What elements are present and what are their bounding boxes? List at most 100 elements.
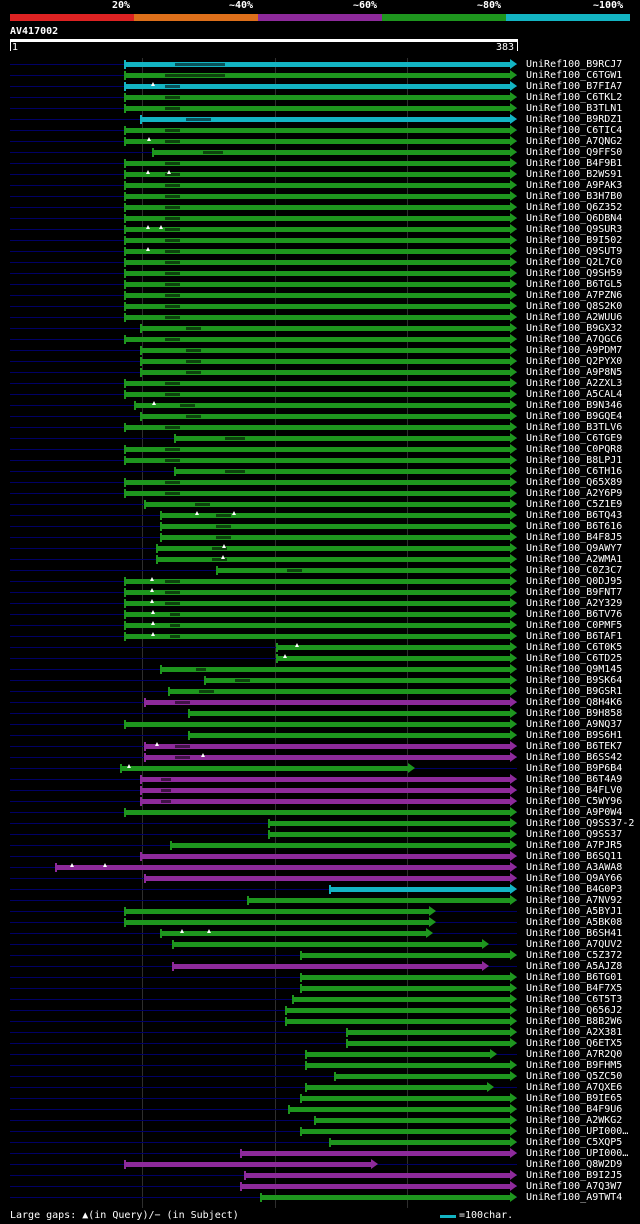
alignment-row[interactable]: UniRef100_B9FNT7: [0, 587, 640, 598]
hit-bar[interactable]: [125, 480, 511, 485]
alignment-row[interactable]: UniRef100_B9GSR1: [0, 686, 640, 697]
hit-label[interactable]: UniRef100_B3H7B0: [526, 191, 623, 202]
hit-bar[interactable]: [125, 238, 511, 243]
alignment-row[interactable]: UniRef100_C6T5T3: [0, 994, 640, 1005]
hit-bar[interactable]: [125, 282, 511, 287]
hit-bar[interactable]: [125, 249, 511, 254]
hit-label[interactable]: UniRef100_B9H858: [526, 708, 623, 719]
hit-bar[interactable]: [268, 832, 511, 837]
hit-label[interactable]: UniRef100_Q9SUT9: [526, 246, 623, 257]
hit-label[interactable]: UniRef100_Q9AY66: [526, 873, 623, 884]
alignment-row[interactable]: UniRef100_A7NV92: [0, 895, 640, 906]
hit-bar[interactable]: [300, 986, 511, 991]
hit-bar[interactable]: [300, 1096, 511, 1101]
alignment-row[interactable]: UniRef100_B9I2J5: [0, 1170, 640, 1181]
hit-bar[interactable]: [125, 216, 511, 221]
alignment-row[interactable]: UniRef100_Q8H4K6: [0, 697, 640, 708]
hit-bar[interactable]: [125, 601, 511, 606]
alignment-row[interactable]: UniRef100_A7QGC6: [0, 334, 640, 345]
alignment-row[interactable]: UniRef100_A7Q3W7: [0, 1181, 640, 1192]
alignment-row[interactable]: UniRef100_B4F9U6: [0, 1104, 640, 1115]
hit-label[interactable]: UniRef100_B7FIA7: [526, 81, 623, 92]
alignment-row[interactable]: UniRef100_A7PZN6: [0, 290, 640, 301]
hit-label[interactable]: UniRef100_Q9SS37: [526, 829, 623, 840]
hit-bar[interactable]: [286, 1008, 511, 1013]
alignment-row[interactable]: UniRef100_B9S6H1: [0, 730, 640, 741]
hit-label[interactable]: UniRef100_B8LPJ1: [526, 455, 623, 466]
hit-label[interactable]: UniRef100_B4G0P3: [526, 884, 623, 895]
hit-label[interactable]: UniRef100_C6TKL2: [526, 92, 623, 103]
alignment-row[interactable]: UniRef100_Q9AY66: [0, 873, 640, 884]
alignment-row[interactable]: UniRef100_B9GX32: [0, 323, 640, 334]
hit-bar[interactable]: [125, 491, 511, 496]
hit-bar[interactable]: [125, 128, 511, 133]
alignment-row[interactable]: UniRef100_C5XQP5: [0, 1137, 640, 1148]
alignment-row[interactable]: UniRef100_C6TKL2: [0, 92, 640, 103]
alignment-row[interactable]: UniRef100_B8B2W6: [0, 1016, 640, 1027]
hit-label[interactable]: UniRef100_B9GX32: [526, 323, 623, 334]
hit-bar[interactable]: [288, 1107, 511, 1112]
hit-label[interactable]: UniRef100_A9NQ37: [526, 719, 623, 730]
alignment-row[interactable]: UniRef100_B9SK64: [0, 675, 640, 686]
hit-label[interactable]: UniRef100_A9PAK3: [526, 180, 623, 191]
alignment-row[interactable]: UniRef100_A3AWA8: [0, 862, 640, 873]
hit-bar[interactable]: [125, 623, 511, 628]
alignment-row[interactable]: UniRef100_C6T0K5: [0, 642, 640, 653]
alignment-row[interactable]: UniRef100_Q9AWY7: [0, 543, 640, 554]
hit-bar[interactable]: [260, 1195, 511, 1200]
alignment-row[interactable]: UniRef100_B4F9B1: [0, 158, 640, 169]
alignment-row[interactable]: UniRef100_B4F7X5: [0, 983, 640, 994]
hit-bar[interactable]: [335, 1074, 511, 1079]
hit-label[interactable]: UniRef100_C6T0K5: [526, 642, 623, 653]
hit-label[interactable]: UniRef100_B9N346: [526, 400, 623, 411]
hit-bar[interactable]: [125, 106, 511, 111]
alignment-row[interactable]: UniRef100_A5AJZ8: [0, 961, 640, 972]
alignment-row[interactable]: UniRef100_B4G0P3: [0, 884, 640, 895]
hit-bar[interactable]: [315, 1118, 511, 1123]
hit-bar[interactable]: [125, 1162, 372, 1167]
hit-label[interactable]: UniRef100_B6SS42: [526, 752, 623, 763]
hit-bar[interactable]: [125, 183, 511, 188]
hit-label[interactable]: UniRef100_Q5ZC50: [526, 1071, 623, 1082]
hit-label[interactable]: UniRef100_B6TEK7: [526, 741, 623, 752]
alignment-row[interactable]: UniRef100_B2WS91: [0, 169, 640, 180]
hit-bar[interactable]: [268, 821, 511, 826]
hit-bar[interactable]: [141, 359, 511, 364]
hit-bar[interactable]: [125, 139, 511, 144]
hit-label[interactable]: UniRef100_C5Z1E9: [526, 499, 623, 510]
hit-label[interactable]: UniRef100_Q6DBN4: [526, 213, 623, 224]
hit-label[interactable]: UniRef100_B9RDZ1: [526, 114, 623, 125]
hit-bar[interactable]: [125, 73, 511, 78]
alignment-row[interactable]: UniRef100_C5Z372: [0, 950, 640, 961]
alignment-row[interactable]: UniRef100_B9IE65: [0, 1093, 640, 1104]
alignment-row[interactable]: UniRef100_C6TGW1: [0, 70, 640, 81]
hit-bar[interactable]: [205, 678, 511, 683]
hit-label[interactable]: UniRef100_B9RCJ7: [526, 59, 623, 70]
hit-label[interactable]: UniRef100_C6TIC4: [526, 125, 623, 136]
hit-label[interactable]: UniRef100_C5WY96: [526, 796, 623, 807]
hit-bar[interactable]: [300, 975, 511, 980]
hit-label[interactable]: UniRef100_A9PDM7: [526, 345, 623, 356]
hit-label[interactable]: UniRef100_Q6Z352: [526, 202, 623, 213]
hit-bar[interactable]: [141, 117, 511, 122]
hit-label[interactable]: UniRef100_C6TGW1: [526, 70, 623, 81]
hit-label[interactable]: UniRef100_C0PQR8: [526, 444, 623, 455]
alignment-row[interactable]: UniRef100_C6TH16: [0, 466, 640, 477]
hit-label[interactable]: UniRef100_B4F9B1: [526, 158, 623, 169]
hit-label[interactable]: UniRef100_A2ZXL3: [526, 378, 623, 389]
alignment-row[interactable]: UniRef100_C6TGE9: [0, 433, 640, 444]
hit-label[interactable]: UniRef100_C5XQP5: [526, 1137, 623, 1148]
hit-label[interactable]: UniRef100_A7QNG2: [526, 136, 623, 147]
hit-bar[interactable]: [329, 1140, 511, 1145]
hit-label[interactable]: UniRef100_Q8S2K0: [526, 301, 623, 312]
alignment-row[interactable]: UniRef100_Q9SUT9: [0, 246, 640, 257]
hit-label[interactable]: UniRef100_B9S6H1: [526, 730, 623, 741]
hit-bar[interactable]: [189, 711, 511, 716]
alignment-row[interactable]: UniRef100_B9P6B4: [0, 763, 640, 774]
hit-label[interactable]: UniRef100_Q656J2: [526, 1005, 623, 1016]
alignment-row[interactable]: UniRef100_B6TGL5: [0, 279, 640, 290]
hit-label[interactable]: UniRef100_B6TAF1: [526, 631, 623, 642]
hit-bar[interactable]: [217, 568, 511, 573]
alignment-row[interactable]: UniRef100_Q9SS37-2: [0, 818, 640, 829]
alignment-row[interactable]: UniRef100_C0PMF5: [0, 620, 640, 631]
